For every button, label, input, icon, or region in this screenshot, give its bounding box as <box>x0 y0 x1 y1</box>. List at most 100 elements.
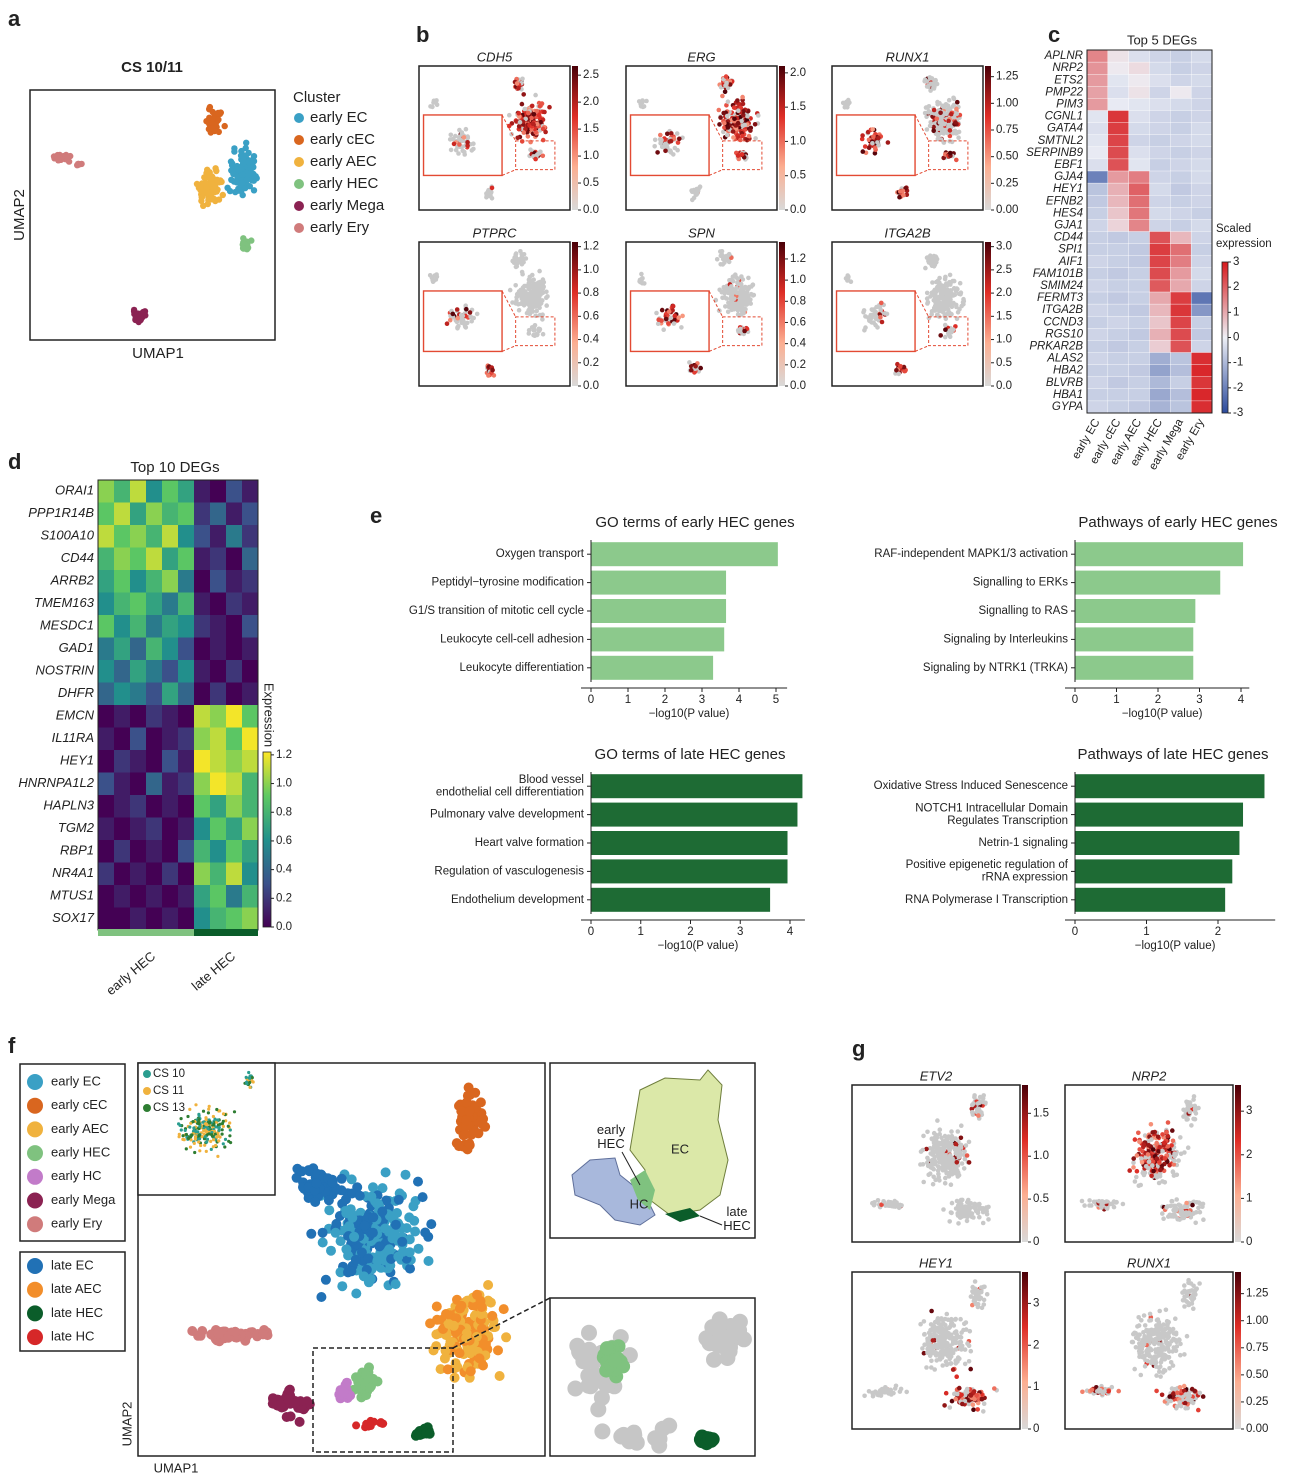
heat-cell <box>98 885 114 908</box>
cell-dot <box>930 280 935 285</box>
heat-cell <box>1150 147 1171 159</box>
cell-dot <box>537 113 542 118</box>
heat-cell <box>1129 401 1150 413</box>
cell-dot <box>948 128 953 133</box>
cell-dot <box>372 1256 382 1266</box>
cell-dot <box>932 1367 937 1372</box>
cell-dot <box>873 146 878 151</box>
cell-dot <box>1201 1217 1206 1222</box>
cell-dot <box>928 1151 933 1156</box>
cell-dot <box>321 1275 331 1285</box>
cell-dot <box>1080 1390 1085 1395</box>
legend-marker <box>294 113 304 123</box>
cell-dot <box>930 1136 935 1141</box>
cell-dot <box>1133 1179 1138 1184</box>
heat-cell <box>1191 365 1212 377</box>
cell-dot <box>943 323 948 328</box>
cell-dot <box>521 287 526 292</box>
cell-dot <box>846 276 851 281</box>
cell-dot <box>717 288 722 293</box>
cell-dot <box>526 134 531 139</box>
cell-dot <box>520 139 525 144</box>
cell-dot <box>724 81 729 86</box>
cell-dot <box>526 111 531 116</box>
heat-cell <box>194 480 210 503</box>
frame <box>30 90 275 340</box>
cell-dot <box>963 1214 968 1219</box>
heat-cell <box>1170 219 1191 231</box>
cell-dot <box>238 166 244 172</box>
cell-dot <box>1131 1165 1136 1170</box>
cell-dot <box>1175 1173 1180 1178</box>
cell-dot <box>215 110 221 116</box>
cell-dot <box>1190 1203 1195 1208</box>
heat-cell <box>1170 256 1191 268</box>
cell-dot <box>1154 1373 1159 1378</box>
cell-dot <box>954 1206 959 1211</box>
cell-dot <box>1167 1394 1172 1399</box>
cell-dot <box>736 276 741 281</box>
cell-dot <box>724 74 729 79</box>
legend-marker <box>27 1193 43 1209</box>
cell-dot <box>1082 1203 1087 1208</box>
cell-dot <box>929 312 934 317</box>
heat-cell <box>1170 268 1191 280</box>
heat-cell <box>1108 207 1129 219</box>
cell-dot <box>1164 1130 1169 1135</box>
heat-cell <box>1170 365 1191 377</box>
cell-dot <box>929 1359 934 1364</box>
cell-dot <box>938 1357 943 1362</box>
colorbar-tick-label: 0.5 <box>996 357 1012 369</box>
row-label: CD44 <box>1054 232 1083 244</box>
heat-cell <box>146 570 162 593</box>
x-tick-label: 0 <box>588 694 594 706</box>
cell-dot <box>735 281 740 286</box>
colorbar <box>779 66 785 210</box>
cell-dot <box>222 123 228 129</box>
heat-cell <box>130 840 146 863</box>
cell-dot <box>948 1153 953 1158</box>
cell-dot <box>1146 1166 1151 1171</box>
colorbar-tick-label: 1.2 <box>276 749 292 761</box>
heat-cell <box>1170 183 1191 195</box>
cell-dot <box>64 154 70 160</box>
heat-cell <box>130 525 146 548</box>
heat-cell <box>162 750 178 773</box>
cell-dot <box>932 108 937 113</box>
cell-dot <box>664 317 669 322</box>
cell-dot <box>1134 1345 1139 1350</box>
cell-dot <box>244 176 250 182</box>
heat-cell <box>162 705 178 728</box>
cell-dot <box>943 291 948 296</box>
row-label: EMCN <box>56 708 95 723</box>
heat-cell <box>130 480 146 503</box>
heat-cell <box>1150 207 1171 219</box>
cell-dot <box>976 1113 981 1118</box>
category-label: Oxygen transport <box>496 548 585 560</box>
row-label: SMIM24 <box>1040 280 1083 292</box>
row-label: FAM101B <box>1033 268 1084 280</box>
cell-dot <box>408 1201 418 1211</box>
heat-cell <box>210 615 226 638</box>
cell-dot <box>1087 1198 1092 1203</box>
heat-cell <box>1087 377 1108 389</box>
cell-dot <box>1140 1160 1145 1165</box>
heat-cell <box>1108 98 1129 110</box>
cell-dot <box>465 140 470 145</box>
heat-cell <box>162 593 178 616</box>
row-label: TGM2 <box>58 820 95 835</box>
heat-cell <box>1191 195 1212 207</box>
colorbar-tick-label: 0.0 <box>790 380 806 392</box>
cell-dot <box>928 1171 933 1176</box>
x-axis-label: UMAP1 <box>132 345 184 362</box>
cell-dot <box>942 1158 947 1163</box>
cell-dot <box>537 269 542 274</box>
row-label: MESDC1 <box>40 618 94 633</box>
frame <box>419 66 570 210</box>
heat-cell <box>194 705 210 728</box>
colorbar-tick-label: 1.25 <box>1246 1288 1268 1300</box>
cell-dot <box>513 283 518 288</box>
cell-dot <box>490 186 495 191</box>
cell-dot <box>525 311 530 316</box>
heat-cell <box>162 525 178 548</box>
